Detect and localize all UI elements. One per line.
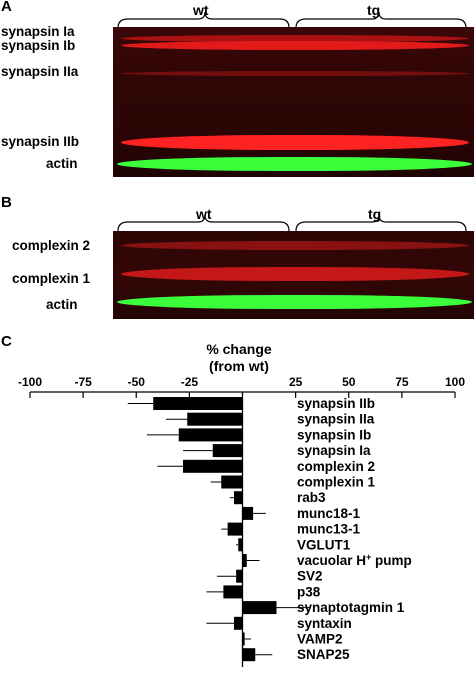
category-label: synapsin IIb xyxy=(297,396,375,411)
bar xyxy=(242,554,247,567)
x-tick-label: -25 xyxy=(181,375,199,389)
x-tick-label: 100 xyxy=(445,375,465,389)
panel-letter-a: A xyxy=(1,0,12,15)
bar xyxy=(242,632,245,646)
category-label: munc13-1 xyxy=(297,522,361,537)
bar xyxy=(242,506,254,520)
bar xyxy=(187,412,243,426)
category-label: complexin 1 xyxy=(297,475,376,490)
bar xyxy=(223,585,243,599)
band-label-actin-a: actin xyxy=(46,156,78,171)
category-label: munc18-1 xyxy=(297,506,361,521)
category-label: synapsin Ia xyxy=(297,443,371,458)
x-tick-label: 75 xyxy=(395,375,409,389)
bar xyxy=(227,522,243,536)
category-label: rab3 xyxy=(297,490,326,505)
bar xyxy=(178,428,243,442)
category-label: synapsin Ib xyxy=(297,427,371,442)
group-label-wt-b: wt xyxy=(196,206,212,222)
group-bracket-b xyxy=(117,214,467,232)
western-blot-b xyxy=(113,231,474,319)
group-label-wt-a: wt xyxy=(193,2,209,18)
bar xyxy=(234,491,243,505)
bar xyxy=(236,569,243,583)
x-tick-label: -75 xyxy=(74,375,92,389)
x-tick-label: 50 xyxy=(342,375,356,389)
chart-title-line-2: (from wt) xyxy=(209,358,269,374)
chart-title-line-1: % change xyxy=(206,341,272,357)
category-label: SNAP25 xyxy=(297,647,350,662)
band-label-complexin-1: complexin 1 xyxy=(12,271,91,286)
bar xyxy=(242,648,256,662)
category-label: complexin 2 xyxy=(297,459,375,474)
bar xyxy=(183,459,243,473)
western-blot-a xyxy=(113,27,474,177)
bar-chart: % change (from wt) -100 -75 -50 -25 25 50 75 10… xyxy=(18,341,465,667)
panel-letter-c: C xyxy=(1,333,12,350)
band-label-synapsin-iia: synapsin IIa xyxy=(1,64,79,79)
panel-letter-b: B xyxy=(1,194,12,211)
bar xyxy=(153,397,243,410)
band-label-complexin-2: complexin 2 xyxy=(12,238,91,253)
x-tick-label: 25 xyxy=(289,375,303,389)
category-label: synaptotagmin 1 xyxy=(297,600,405,615)
group-bracket-a xyxy=(117,11,467,29)
band-label-synapsin-ia: synapsin Ia xyxy=(1,24,75,39)
bar xyxy=(238,538,243,552)
band-label-synapsin-ib: synapsin Ib xyxy=(1,38,76,53)
group-label-tg-a: tg xyxy=(367,2,381,18)
band-label-synapsin-iib: synapsin IIb xyxy=(1,134,80,149)
category-label: SV2 xyxy=(297,569,323,584)
bar xyxy=(242,601,277,615)
x-tick-label: -100 xyxy=(18,375,42,389)
bar xyxy=(221,475,243,489)
category-label: syntaxin xyxy=(297,616,352,631)
bar xyxy=(212,444,243,458)
category-label: vacuolar H+ pump xyxy=(297,552,412,568)
category-label: VAMP2 xyxy=(297,632,343,647)
bar xyxy=(234,616,243,630)
x-tick-label: -50 xyxy=(128,375,146,389)
band-label-actin-b: actin xyxy=(46,297,78,312)
group-label-tg-b: tg xyxy=(368,206,382,222)
category-label: synapsin IIa xyxy=(297,412,375,427)
category-label: VGLUT1 xyxy=(297,537,351,552)
category-label: p38 xyxy=(297,584,321,599)
